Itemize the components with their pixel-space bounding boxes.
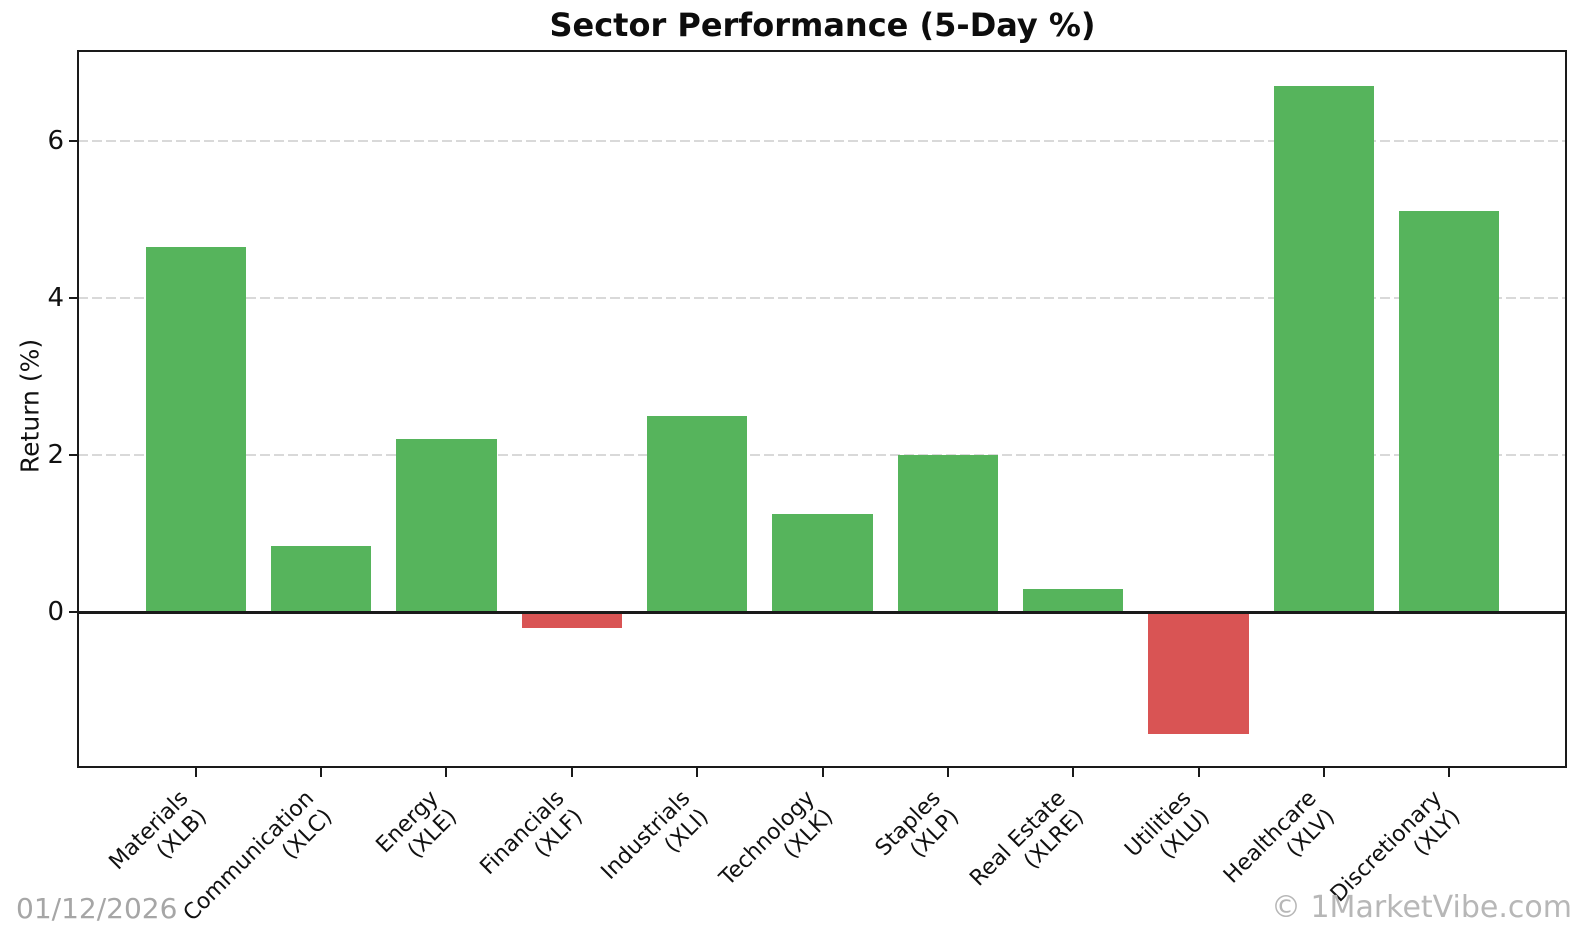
y-tick-2	[69, 454, 78, 457]
x-tick-utilities-xlu	[1197, 768, 1200, 777]
y-tick-label-2: 2	[47, 440, 64, 471]
x-tick-label-technology-xlk: Technology (XLK)	[715, 786, 839, 891]
x-tick-label-staples-xlp: Staples (XLP)	[870, 786, 964, 863]
x-tick-energy-xle	[445, 768, 448, 777]
bar-discretionary-xly	[1399, 211, 1500, 613]
bar-real-estate-xlre	[1023, 588, 1124, 613]
x-tick-label-utilities-xlu: Utilities (XLU)	[1119, 786, 1215, 865]
y-tick-0	[69, 611, 78, 614]
watermark-brand: © 1MarketVibe.com	[1270, 890, 1572, 925]
x-tick-financials-xlf	[570, 768, 573, 777]
plot-border	[77, 50, 1567, 768]
zero-line	[78, 610, 1567, 614]
watermark-date: 01/12/2026	[16, 892, 178, 925]
x-tick-label-industrials-xli: Industrials (XLI)	[596, 786, 714, 885]
y-tick-4	[69, 296, 78, 299]
x-tick-real-estate-xlre	[1072, 768, 1075, 777]
x-tick-label-financials-xlf: Financials (XLF)	[475, 786, 588, 880]
bar-financials-xlf	[521, 612, 622, 629]
gridline-y-2	[78, 454, 1567, 457]
x-tick-discretionary-xly	[1448, 768, 1451, 777]
y-tick-label-6: 6	[47, 125, 64, 156]
bar-technology-xlk	[772, 514, 873, 613]
gridline-y-4	[78, 296, 1567, 299]
x-tick-label-materials-xlb: Materials (XLB)	[104, 786, 212, 875]
gridline-y-6	[78, 139, 1567, 142]
y-tick-6	[69, 139, 78, 142]
x-tick-label-energy-xle: Energy (XLE)	[372, 786, 463, 864]
x-tick-label-communication-xlc: Communication (XLC)	[178, 786, 338, 927]
x-tick-label-real-estate-xlre: Real Estate (XLRE)	[965, 786, 1090, 892]
y-tick-label-0: 0	[47, 597, 64, 628]
bar-communication-xlc	[271, 545, 372, 613]
bar-utilities-xlu	[1148, 612, 1249, 735]
x-tick-technology-xlk	[821, 768, 824, 777]
y-tick-label-4: 4	[47, 282, 64, 313]
x-tick-healthcare-xlv	[1322, 768, 1325, 777]
bar-healthcare-xlv	[1273, 85, 1374, 613]
bar-industrials-xli	[647, 415, 748, 613]
x-tick-industrials-xli	[696, 768, 699, 777]
x-tick-communication-xlc	[320, 768, 323, 777]
chart-title: Sector Performance (5-Day %)	[549, 6, 1096, 44]
bar-materials-xlb	[145, 246, 246, 613]
bar-staples-xlp	[897, 455, 998, 613]
bar-energy-xle	[396, 439, 497, 613]
x-tick-staples-xlp	[946, 768, 949, 777]
x-tick-materials-xlb	[194, 768, 197, 777]
